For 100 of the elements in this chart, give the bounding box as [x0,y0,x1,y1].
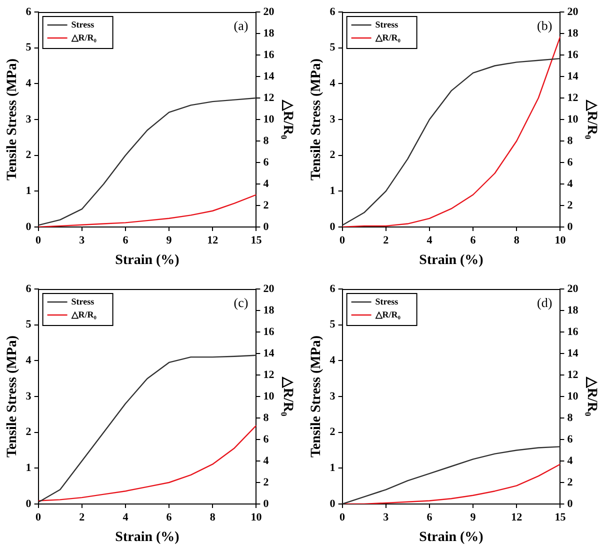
y-tick-label: 4 [26,78,32,90]
y2-tick-label: 0 [263,498,270,510]
y-tick-label: 0 [26,220,32,233]
x-tick-label: 8 [514,234,520,246]
y-axis-title: Tensile Stress (MPa) [309,58,324,181]
x-axis-title: Strain (%) [419,253,484,268]
x-axis-title: Strain (%) [419,530,484,546]
y2-tick-label: 0 [567,220,574,233]
x-tick-label: 4 [122,511,129,524]
y-tick-label: 5 [26,42,32,54]
y2-tick-label: 16 [567,48,579,61]
legend-label: Stress [71,296,95,306]
y2-tick-label: 12 [567,368,579,381]
y-tick-label: 3 [330,390,336,402]
x-tick-label: 6 [470,234,476,246]
y-tick-label: 4 [26,354,32,367]
y-tick-label: 1 [26,185,32,198]
y2-tick-label: 20 [263,6,275,18]
y2-tick-label: 16 [263,326,275,338]
y2-tick-label: 2 [567,476,574,488]
x-axis-title: Strain (%) [115,530,180,546]
x-tick-label: 15 [250,234,262,246]
annotation: (b) [537,18,552,33]
y2-tick-label: 14 [567,70,579,82]
y2-tick-label: 18 [567,304,579,316]
x-tick-label: 6 [122,234,129,246]
y2-tick-label: 2 [263,199,270,212]
y2-tick-label: 4 [567,178,574,190]
y-tick-label: 0 [330,220,336,233]
x-tick-label: 3 [383,511,390,524]
y-tick-label: 4 [330,354,336,367]
y2-tick-label: 20 [567,6,579,18]
x-tick-label: 9 [166,234,172,246]
y-tick-label: 4 [330,78,336,90]
x-tick-label: 0 [340,234,346,246]
y2-tick-label: 8 [263,412,270,424]
x-tick-label: 6 [166,511,172,524]
y2-tick-label: 2 [567,199,574,212]
y-axis-title: Tensile Stress (MPa) [309,335,324,458]
annotation: (d) [537,294,552,310]
y-tick-label: 5 [330,318,336,331]
x-tick-label: 12 [511,511,523,524]
y2-tick-label: 20 [567,282,579,295]
y-tick-label: 2 [26,149,32,162]
x-tick-label: 12 [207,234,219,246]
y-tick-label: 2 [330,149,336,162]
x-axis-title: Strain (%) [115,253,180,268]
y2-tick-label: 10 [263,113,275,126]
y2-tick-label: 18 [263,304,275,316]
legend-label: △R/R₀ [70,309,97,320]
y-tick-label: 1 [330,462,336,474]
x-tick-label: 0 [340,511,346,524]
y2-tick-label: 14 [263,347,275,360]
y-tick-label: 2 [330,426,336,438]
y-tick-label: 6 [26,282,32,295]
y-tick-label: 6 [330,6,336,18]
x-tick-label: 10 [554,234,566,246]
x-tick-label: 8 [210,511,216,524]
y2-axis-title: △R/R₀ [584,98,599,140]
y-tick-label: 1 [330,185,336,198]
y2-tick-label: 10 [567,390,579,402]
y2-axis-title: △R/R₀ [584,376,599,416]
x-tick-label: 2 [79,511,86,524]
y2-tick-label: 10 [263,390,275,402]
y-tick-label: 0 [26,498,32,510]
y2-tick-label: 20 [263,282,275,295]
y2-tick-label: 10 [567,113,579,126]
y-axis-title: Tensile Stress (MPa) [5,335,20,458]
y2-tick-label: 8 [263,134,270,147]
y-tick-label: 1 [26,462,32,474]
y2-tick-label: 18 [567,27,579,40]
legend-label: Stress [71,19,95,30]
x-tick-label: 6 [426,511,433,524]
x-tick-label: 2 [383,234,390,246]
y2-tick-label: 8 [567,412,574,424]
legend-label: △R/R₀ [374,32,401,42]
legend-label: Stress [375,19,399,30]
y2-tick-label: 8 [567,134,574,147]
y2-tick-label: 12 [567,92,579,104]
annotation: (a) [234,18,248,33]
y-tick-label: 3 [26,390,32,402]
y-tick-label: 6 [330,282,336,295]
legend-label: Stress [375,296,399,306]
y2-axis-title: △R/R₀ [280,376,295,416]
x-tick-label: 0 [36,234,42,246]
y2-tick-label: 16 [567,326,579,338]
legend-label: △R/R₀ [70,32,97,42]
y2-axis-title: △R/R₀ [280,98,295,140]
y2-tick-label: 4 [263,454,270,467]
y2-tick-label: 6 [263,433,270,446]
x-tick-label: 9 [470,511,476,524]
y2-tick-label: 4 [263,178,270,190]
y2-tick-label: 12 [263,368,275,381]
y2-tick-label: 14 [263,70,275,82]
y-tick-label: 3 [26,113,32,126]
x-tick-label: 10 [250,511,262,524]
y2-tick-label: 0 [263,220,270,233]
y2-tick-label: 12 [263,92,275,104]
y-tick-label: 2 [26,426,32,438]
y2-tick-label: 6 [567,433,574,446]
